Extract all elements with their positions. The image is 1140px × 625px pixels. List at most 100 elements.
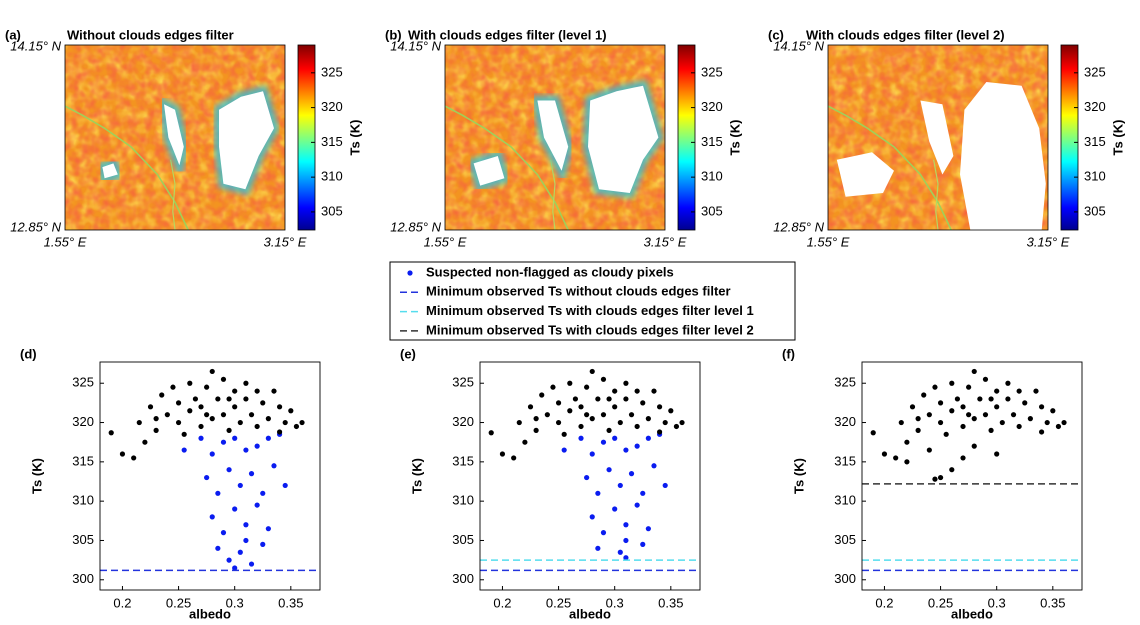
point [187,408,193,414]
lat-label: 12.85° N [10,219,61,234]
y-tick-label: 310 [72,493,94,508]
point [1005,396,1011,402]
point [612,506,618,512]
colorbar [677,44,696,231]
map-panel: (c) With clouds edges filter (level 2)14.… [768,27,1125,249]
point [1061,419,1067,426]
point [1033,388,1039,394]
colorbar [297,44,316,231]
point [271,463,277,469]
point [232,388,238,394]
legend-label: Minimum observed Ts without clouds edges… [426,284,731,299]
point [209,368,215,375]
point [248,561,255,567]
point [572,396,579,402]
colorbar-label: Ts (K) [1110,120,1125,156]
point [215,545,221,551]
y-tick-label: 315 [72,453,94,468]
point [209,416,215,422]
point [119,451,126,457]
x-tick-label: 0.25 [546,595,571,610]
point [1016,388,1022,394]
axes-frame [99,361,321,591]
x-tick-label: 0.35 [1040,595,1065,610]
point [612,388,618,394]
map-title: Without clouds edges filter [67,27,234,42]
x-tick-label: 0.2 [113,595,131,610]
point [1005,380,1011,386]
point [904,459,910,465]
point [640,490,646,496]
point [254,443,260,449]
colorbar-tick-label: 325 [1084,64,1106,79]
cloud-mask [164,104,184,166]
point [971,368,977,375]
x-tick-label: 0.3 [226,595,244,610]
y-axis-label: Ts (K) [409,458,424,494]
y-tick-label: 300 [72,571,94,586]
point [881,451,888,457]
point [271,388,277,394]
point [226,557,232,563]
point [589,368,595,375]
map-frame [64,44,286,231]
point [628,471,635,477]
lat-label: 14.15° N [10,38,61,53]
point [679,419,685,426]
point [623,447,629,453]
point [949,467,955,473]
colorbar-label: Ts (K) [347,120,362,156]
point [584,412,590,418]
colorbar [1060,44,1079,231]
point [982,376,989,382]
map-image [445,45,665,230]
lon-label: 1.55° E [807,234,850,249]
point [932,384,938,390]
point [555,419,562,426]
point [977,396,983,402]
point [606,467,612,473]
colorbar-label: Ts (K) [727,120,742,156]
point [516,419,522,426]
point [175,400,182,406]
colorbar-tick-label: 320 [701,99,723,114]
lat-label: 12.85° N [390,219,441,234]
point [994,404,1000,410]
point [623,522,629,528]
point [220,412,227,418]
lon-label: 1.55° E [44,234,87,249]
point [539,392,545,398]
point [645,435,651,441]
point [606,427,612,433]
panel-label: (d) [20,346,37,361]
panel-label: (b) [385,27,402,42]
point [147,404,154,410]
point [662,419,668,426]
point [288,408,294,414]
x-tick-label: 0.35 [658,595,683,610]
point [265,526,271,532]
point [232,565,238,571]
point [937,474,944,481]
point [533,427,539,433]
point [198,423,204,430]
point [960,455,966,461]
point [617,419,623,426]
x-tick-label: 0.2 [493,595,511,610]
point [248,471,255,477]
legend-marker [407,270,413,276]
y-tick-label: 325 [834,375,856,390]
point [645,416,651,422]
point [634,502,640,508]
colorbar-tick-label: 325 [701,64,723,79]
colorbar-tick-label: 310 [321,169,343,184]
point [159,392,165,398]
y-tick-label: 315 [834,453,856,468]
point [181,431,187,437]
point [651,388,657,394]
point [567,408,573,414]
cloud-mask [537,100,569,171]
y-axis-label: Ts (K) [791,458,806,494]
colorbar-tick-label: 315 [701,134,723,149]
y-tick-label: 320 [452,414,474,429]
